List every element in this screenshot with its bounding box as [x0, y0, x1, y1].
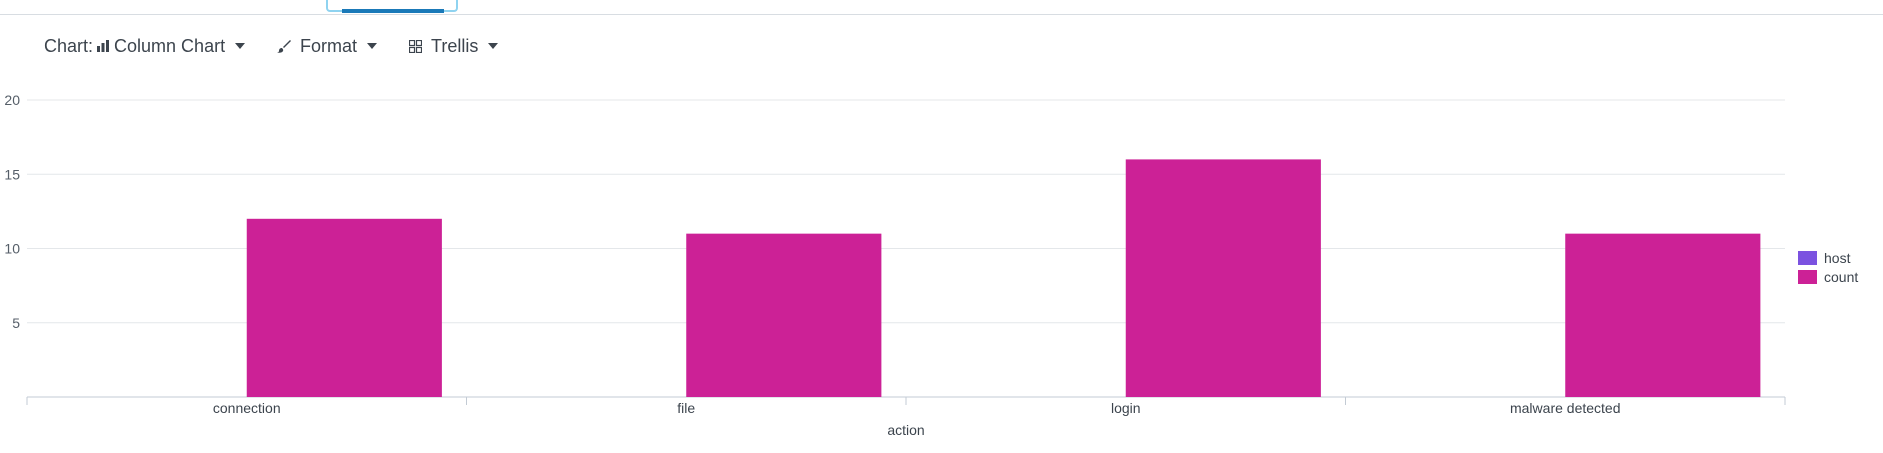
paintbrush-icon [277, 39, 291, 53]
legend-swatch-host[interactable] [1798, 251, 1817, 265]
y-tick-label: 20 [4, 92, 20, 108]
chevron-down-icon [488, 43, 499, 49]
grid-icon [409, 39, 422, 53]
legend-label-host[interactable]: host [1824, 250, 1851, 266]
chart-toolbar: Chart: Column Chart Format [0, 30, 700, 62]
x-tick-label: malware detected [1510, 400, 1621, 416]
bar-count-login[interactable] [1125, 159, 1321, 397]
bar-count-file[interactable] [686, 233, 882, 397]
format-label: Format [300, 35, 358, 56]
active-tab-indicator [342, 9, 444, 13]
y-tick-label: 10 [4, 241, 20, 257]
bar-chart-icon [97, 40, 110, 52]
format-dropdown[interactable]: Format [277, 30, 378, 62]
chart-type-prefix: Chart: [44, 35, 94, 56]
chart-type-dropdown[interactable]: Chart: Column Chart [44, 30, 246, 62]
chart-type-label: Column Chart [114, 35, 226, 56]
chevron-down-icon [367, 43, 378, 49]
legend-label-count[interactable]: count [1824, 269, 1858, 285]
top-tab-bar [0, 0, 1883, 15]
x-tick-label: login [1111, 400, 1141, 416]
y-tick-label: 5 [12, 315, 20, 331]
bar-count-connection[interactable] [246, 218, 442, 397]
x-axis-title: action [887, 422, 924, 438]
chevron-down-icon [235, 43, 246, 49]
x-tick-label: connection [213, 400, 281, 416]
x-tick-label: file [677, 400, 695, 416]
bar-count-malware-detected[interactable] [1565, 233, 1761, 397]
trellis-label: Trellis [431, 35, 479, 56]
trellis-dropdown[interactable]: Trellis [409, 30, 499, 62]
y-tick-label: 15 [4, 166, 20, 182]
legend-swatch-count[interactable] [1798, 270, 1817, 284]
